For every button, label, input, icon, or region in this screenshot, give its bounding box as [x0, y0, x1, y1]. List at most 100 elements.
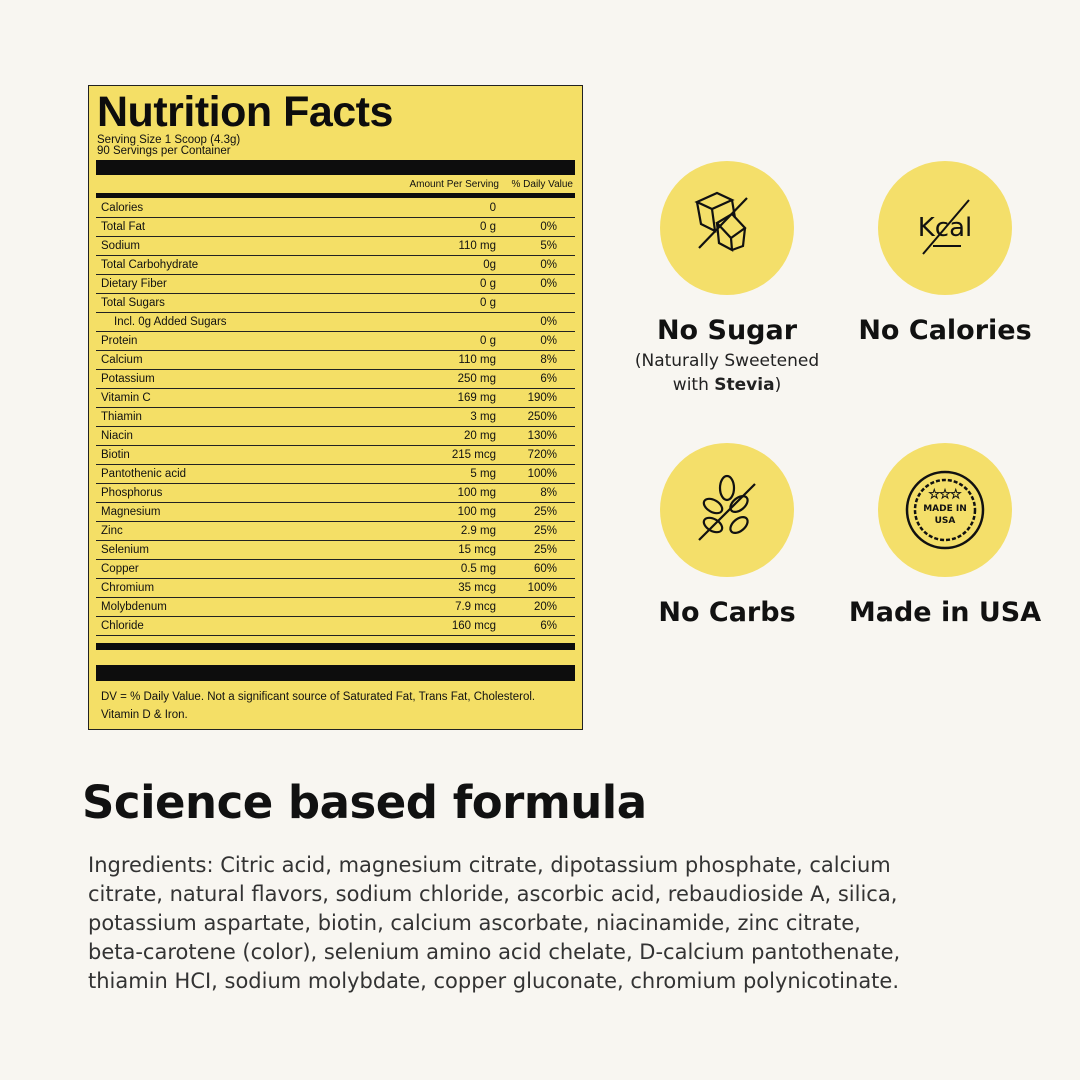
nutrient-dv: 5% [540, 240, 557, 252]
feature-no-calories: Kcal No Calories [845, 161, 1045, 349]
nutrient-amount: 100 mg [457, 487, 496, 499]
nutrient-row: Selenium 15 mcg 25% [96, 541, 575, 560]
nutrient-name: Total Sugars [101, 297, 165, 309]
nutrient-amount: 250 mg [457, 373, 496, 385]
divider-bar [96, 665, 575, 681]
nutrient-name: Selenium [101, 544, 149, 556]
nutrient-row: Incl. 0g Added Sugars 0% [96, 313, 575, 332]
footnote: DV = % Daily Value. Not a significant so… [101, 691, 536, 721]
nutrient-amount: 0 g [480, 221, 496, 233]
nutrient-dv: 0% [540, 335, 557, 347]
nutrient-name: Calcium [101, 354, 143, 366]
nutrient-amount: 5 mg [470, 468, 496, 480]
nutrient-dv: 130% [527, 430, 557, 442]
nutrient-dv: 6% [540, 373, 557, 385]
feature-title: No Carbs [658, 597, 796, 628]
nutrient-name: Sodium [101, 240, 140, 252]
feature-made-in-usa: MADE IN USA ★★★ Made in USA [845, 443, 1045, 631]
serving-size: Serving Size 1 Scoop (4.3g) [97, 134, 241, 146]
nutrient-amount: 110 mg [458, 240, 496, 252]
nutrient-row: Calcium 110 mg 8% [96, 351, 575, 370]
nutrient-row: Vitamin C 169 mg 190% [96, 389, 575, 408]
nutrient-amount: 0 [489, 202, 496, 214]
section-heading: Science based formula [82, 776, 647, 829]
nutrient-amount: 15 mcg [458, 544, 496, 556]
nutrient-dv: 0% [540, 316, 557, 328]
nutrition-facts-label: Nutrition Facts Serving Size 1 Scoop (4.… [88, 85, 583, 730]
nutrient-row: Niacin 20 mg 130% [96, 427, 575, 446]
nutrient-dv: 25% [533, 544, 557, 556]
nutrient-name: Zinc [101, 525, 123, 537]
nutrient-amount: 7.9 mcg [455, 601, 496, 613]
nutrient-row: Biotin 215 mcg 720% [96, 446, 575, 465]
divider-bar [96, 193, 575, 198]
nutrient-amount: 0g [483, 259, 496, 271]
nutrient-row: Zinc 2.9 mg 25% [96, 522, 575, 541]
nutrient-row: Calories 0 [96, 199, 575, 218]
nutrient-name: Chloride [101, 620, 144, 632]
nutrient-name: Calories [101, 202, 144, 214]
nutrient-dv: 25% [533, 506, 557, 518]
servings-per-container: 90 Servings per Container [97, 145, 231, 157]
nutrient-amount: 160 mcg [451, 620, 496, 632]
nutrient-name: Potassium [101, 373, 155, 385]
nutrient-dv: 190% [527, 392, 557, 404]
nutrient-dv: 0% [540, 221, 557, 233]
nutrient-dv: 20% [533, 601, 557, 613]
nutrient-dv: 100% [527, 582, 557, 594]
column-header: Amount Per Serving % Daily Value [96, 179, 575, 191]
nutrient-amount: 0 g [480, 278, 496, 290]
nutrient-name: Incl. 0g Added Sugars [114, 316, 227, 328]
wheat-crossed-icon [660, 443, 794, 577]
nutrient-name: Magnesium [101, 506, 161, 518]
dv-header: % Daily Value [511, 179, 573, 190]
nutrient-dv: 100% [527, 468, 557, 480]
serving-info: Serving Size 1 Scoop (4.3g) 90 Servings … [97, 134, 241, 157]
nutrient-name: Total Carbohydrate [101, 259, 199, 271]
nutrient-amount: 215 mcg [451, 449, 496, 461]
nutrient-name: Dietary Fiber [101, 278, 167, 290]
label-title: Nutrition Facts [97, 88, 393, 136]
nutrient-amount: 100 mg [457, 506, 496, 518]
nutrient-row: Sodium 110 mg 5% [96, 237, 575, 256]
feature-subtitle: (Naturally Sweetened with Stevia) [627, 349, 827, 397]
nutrient-amount: 169 mg [457, 392, 496, 404]
nutrient-name: Copper [101, 563, 139, 575]
made-in-usa-badge-icon: MADE IN USA ★★★ [878, 443, 1012, 577]
nutrient-row: Copper 0.5 mg 60% [96, 560, 575, 579]
nutrient-name: Chromium [101, 582, 155, 594]
feature-title: Made in USA [848, 597, 1042, 628]
divider-bar [96, 160, 575, 175]
nutrient-amount: 20 mg [464, 430, 496, 442]
nutrient-row: Dietary Fiber 0 g 0% [96, 275, 575, 294]
nutrient-dv: 8% [540, 354, 557, 366]
nutrient-name: Pantothenic acid [101, 468, 187, 480]
divider-bar [96, 643, 575, 650]
nutrient-dv: 720% [527, 449, 557, 461]
nutrient-dv: 0% [540, 259, 557, 271]
feature-title: No Sugar [656, 315, 798, 346]
kcal-crossed-icon: Kcal [878, 161, 1012, 295]
nutrient-amount: 0 g [480, 297, 496, 309]
nutrient-row: Potassium 250 mg 6% [96, 370, 575, 389]
nutrient-name: Thiamin [101, 411, 142, 423]
nutrient-name: Vitamin C [101, 392, 151, 404]
nutrient-row: Total Carbohydrate 0g 0% [96, 256, 575, 275]
feature-no-sugar: No Sugar (Naturally Sweetened with Stevi… [627, 161, 827, 397]
nutrient-amount: 35 mcg [458, 582, 496, 594]
subtitle-suffix: ) [774, 375, 782, 395]
nutrient-row: Pantothenic acid 5 mg 100% [96, 465, 575, 484]
nutrient-dv: 8% [540, 487, 557, 499]
nutrient-row: Total Sugars 0 g [96, 294, 575, 313]
subtitle-bold: Stevia [714, 375, 775, 395]
nutrient-amount: 3 mg [470, 411, 496, 423]
nutrient-rows: Calories 0 Total Fat 0 g 0% Sodium 110 mg 5% Tot… [96, 199, 575, 636]
nutrient-amount: 110 mg [458, 354, 496, 366]
nutrient-row: Thiamin 3 mg 250% [96, 408, 575, 427]
nutrient-row: Chromium 35 mcg 100% [96, 579, 575, 598]
nutrient-dv: 60% [533, 563, 557, 575]
svg-text:USA: USA [935, 516, 956, 526]
feature-no-carbs: No Carbs [627, 443, 827, 631]
feature-title: No Calories [858, 315, 1032, 346]
nutrient-amount: 2.9 mg [460, 525, 496, 537]
